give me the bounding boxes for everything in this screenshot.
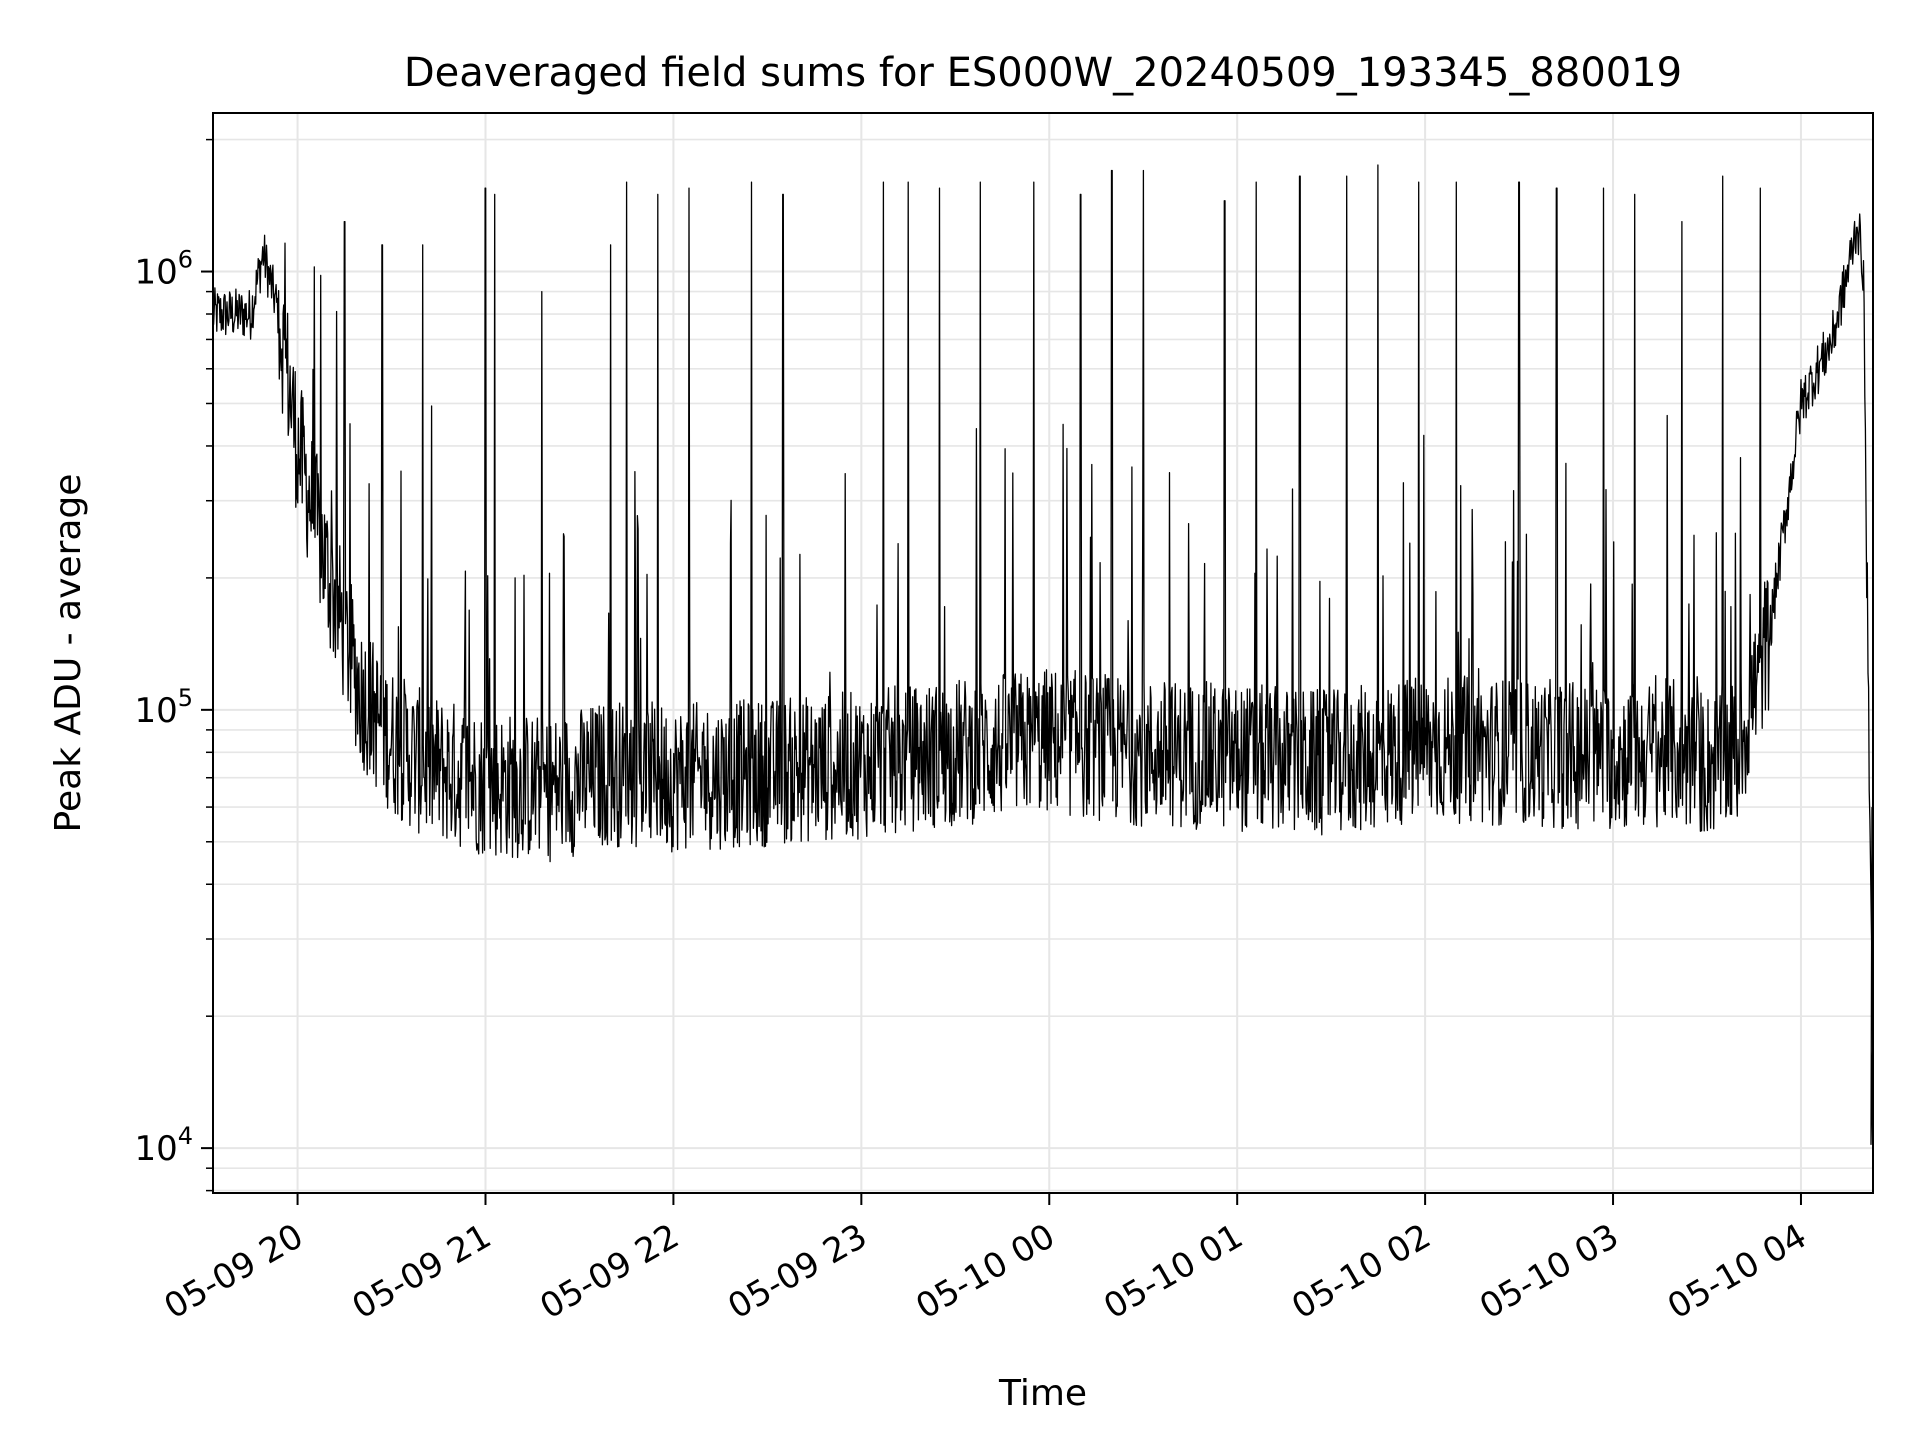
y-tick-base: 10 [134, 691, 177, 731]
series-path [212, 164, 1874, 1146]
grid-lines [213, 113, 1873, 1193]
y-tick-exponent: 6 [178, 246, 193, 274]
x-tick-label: 05-09 20 [158, 1216, 310, 1327]
x-tick-label: 05-10 02 [1285, 1216, 1437, 1327]
y-tick-exponent: 5 [178, 684, 193, 712]
y-tick-base: 10 [134, 1129, 177, 1169]
y-tick-label: 105 [134, 684, 193, 731]
y-tick-label: 104 [134, 1122, 193, 1169]
y-tick-exponent: 4 [178, 1122, 193, 1150]
x-tick-label: 05-10 01 [1097, 1216, 1249, 1327]
y-tick-base: 10 [134, 253, 177, 293]
x-tick-label: 05-09 21 [346, 1216, 498, 1327]
x-tick-label: 05-10 03 [1473, 1216, 1625, 1327]
plot-frame [212, 112, 1874, 1194]
x-tick-label: 05-09 22 [534, 1216, 686, 1327]
series-line [212, 164, 1874, 1146]
chart-title: Deaveraged field sums for ES000W_2024050… [404, 50, 1682, 96]
x-tick-label: 05-10 04 [1661, 1216, 1813, 1327]
x-axis-label: Time [998, 1373, 1087, 1414]
y-tick-label: 106 [134, 246, 193, 293]
y-axis-label: Peak ADU - average [48, 474, 89, 833]
x-tick-label: 05-10 00 [909, 1216, 1061, 1327]
x-axis-ticks: 05-09 20 05-09 21 05-09 22 05-09 23 05-10 00… [158, 1193, 1813, 1327]
x-tick-label: 05-09 23 [721, 1216, 873, 1327]
